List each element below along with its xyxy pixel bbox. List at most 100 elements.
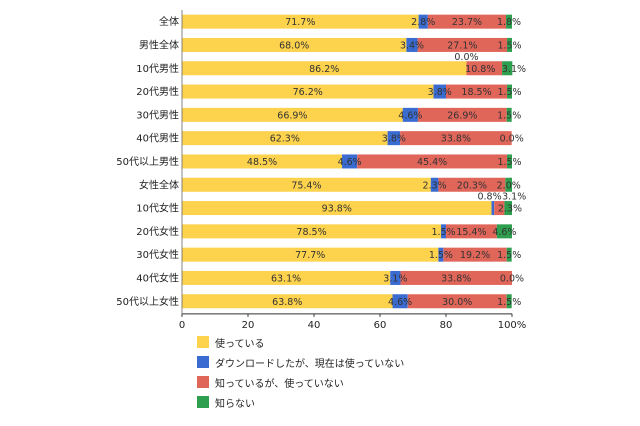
category-label: 男性全体 (139, 38, 179, 51)
value-label: 33.8% (441, 134, 471, 145)
value-label: 71.7% (285, 17, 315, 28)
value-label: 1.5% (431, 227, 455, 238)
category-label: 20代女性 (136, 225, 179, 238)
bar-segment-dont-know (507, 154, 512, 169)
category-label: 10代男性 (136, 62, 179, 75)
legend-swatch-know-not-using (197, 376, 209, 388)
bar-segment-know-not-using (443, 247, 507, 262)
value-label: 20.3% (457, 180, 487, 191)
bar-segment-dont-know (507, 37, 512, 52)
legend-label-dont-know: 知らない (215, 398, 255, 410)
bar-segment-downloaded-not-using (342, 154, 358, 169)
value-label: 15.4% (456, 227, 486, 238)
value-label: 93.8% (322, 204, 352, 215)
bar-segment-using (182, 201, 492, 216)
value-label: 2.0% (497, 180, 521, 191)
value-label: 2.8% (411, 17, 435, 28)
bar-segment-using (182, 224, 442, 239)
value-label: 27.1% (447, 40, 477, 51)
stacked-bar-chart: 全体 71.7% 2.8% 23.7% 1.8% 男性全体 68.0% 3.4% 27.1% 1.… (116, 10, 527, 330)
legend-item-dont-know: 知らない (197, 392, 404, 412)
x-tick-label: 40 (308, 320, 321, 330)
value-label: 30.0% (442, 297, 472, 308)
value-label: 66.9% (277, 110, 307, 121)
value-label: 1.5% (429, 250, 453, 261)
x-tick-label: 80 (440, 320, 453, 330)
value-label: 78.5% (296, 227, 326, 238)
value-label: 1.5% (497, 297, 521, 308)
bar-segment-dont-know (507, 84, 512, 99)
bar-segment-know-not-using (417, 37, 508, 52)
value-label: 0.8% (477, 192, 501, 203)
value-label: 10.8% (465, 64, 495, 75)
bar-segment-dont-know (502, 61, 513, 76)
value-label: 3.1% (502, 64, 526, 75)
value-label: 1.8% (497, 17, 521, 28)
bar-segment-know-not-using (466, 61, 503, 76)
bar-segment-using (182, 131, 388, 146)
bar-segment-downloaded-not-using (392, 294, 408, 309)
value-label: 3.1% (383, 273, 407, 284)
legend-label-downloaded-not-using: ダウンロードしたが、現在は使っていない (215, 358, 405, 370)
value-label: 1.5% (497, 87, 521, 98)
legend-swatch-dont-know (197, 396, 209, 408)
value-label: 18.5% (461, 87, 491, 98)
bar-segment-know-not-using (446, 84, 508, 99)
category-label: 50代以上男性 (116, 155, 179, 168)
bar-segment-downloaded-not-using (441, 224, 446, 239)
bar-segment-dont-know (506, 294, 512, 309)
bar-segment-dont-know (506, 107, 512, 122)
bar-segment-dont-know (506, 247, 512, 262)
bar-segment-downloaded-not-using (430, 177, 439, 192)
x-tick-label: 100% (498, 320, 527, 330)
category-label: 50代以上女性 (116, 295, 179, 308)
value-label: 1.5% (497, 110, 521, 121)
bar-segment-downloaded-not-using (418, 14, 428, 29)
value-label: 26.9% (447, 110, 477, 121)
bar-segment-downloaded-not-using (491, 201, 495, 216)
category-label: 女性全体 (139, 178, 179, 191)
value-label: 1.5% (497, 157, 521, 168)
value-label: 68.0% (279, 40, 309, 51)
legend-label-know-not-using: 知っているが、使っていない (215, 378, 344, 390)
value-label: 2.3% (423, 180, 447, 191)
bar-segment-dont-know (506, 14, 512, 29)
value-label: 0.0% (500, 273, 524, 284)
bar-segment-know-not-using (427, 14, 507, 29)
value-label: 48.5% (247, 157, 277, 168)
bar-segment-using (182, 14, 419, 29)
value-label: 33.8% (441, 273, 471, 284)
value-label: 19.2% (460, 250, 490, 261)
bar-segment-know-not-using (494, 201, 505, 216)
x-tick-label: 20 (242, 320, 255, 330)
value-label: 4.6% (492, 227, 516, 238)
bar-segment-downloaded-not-using (402, 107, 418, 122)
bar-segment-know-not-using (357, 154, 508, 169)
category-label: 40代女性 (136, 271, 179, 284)
value-label: 0.0% (454, 52, 478, 63)
value-label: 2.3% (498, 204, 522, 215)
bar-segment-using (182, 61, 467, 76)
legend-item-downloaded-not-using: ダウンロードしたが、現在は使っていない (197, 352, 404, 372)
bar-segment-know-not-using (400, 131, 512, 146)
bar-segment-using (182, 37, 407, 52)
value-label: 63.8% (272, 297, 302, 308)
value-label: 4.6% (398, 110, 422, 121)
value-label: 76.2% (293, 87, 323, 98)
bar-segment-using (182, 154, 343, 169)
value-label: 75.4% (291, 180, 321, 191)
category-label: 20代男性 (136, 85, 179, 98)
category-label: 全体 (159, 15, 179, 28)
bar-segment-know-not-using (400, 270, 512, 285)
legend-swatch-using (197, 336, 209, 348)
value-label: 3.1% (502, 192, 526, 203)
bar-segment-know-not-using (407, 294, 507, 309)
legend-swatch-downloaded-not-using (197, 356, 209, 368)
bar-segment-downloaded-not-using (433, 84, 446, 99)
category-label: 30代男性 (136, 108, 179, 121)
value-label: 45.4% (417, 157, 447, 168)
bar-segment-downloaded-not-using (438, 247, 444, 262)
value-label: 62.3% (270, 134, 300, 145)
value-label: 1.5% (497, 40, 521, 51)
value-label: 77.7% (295, 250, 325, 261)
